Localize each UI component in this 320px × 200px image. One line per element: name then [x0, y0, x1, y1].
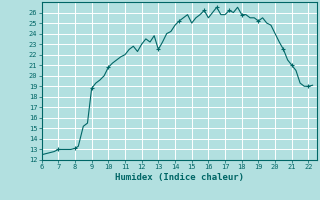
X-axis label: Humidex (Indice chaleur): Humidex (Indice chaleur) — [115, 173, 244, 182]
